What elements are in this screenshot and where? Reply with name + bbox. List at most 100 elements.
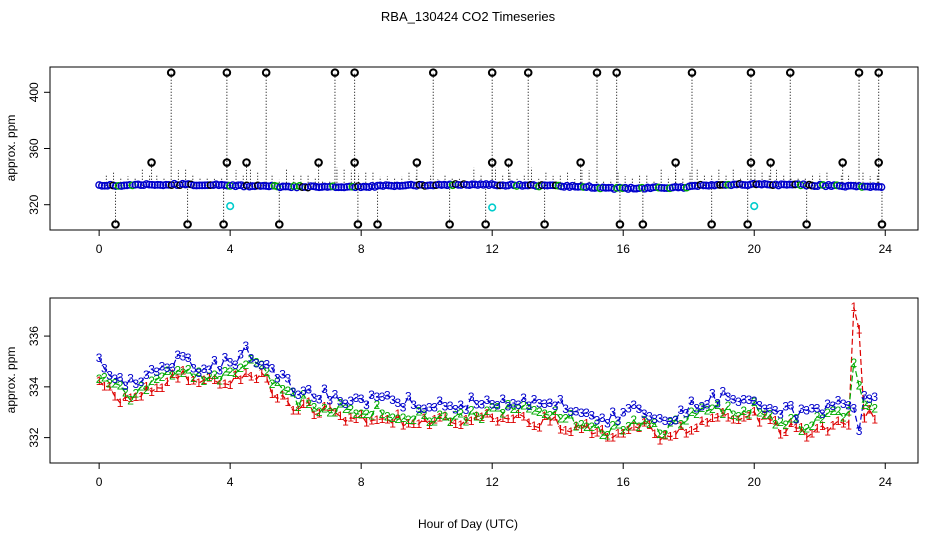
mid-outlier-point [746, 158, 756, 167]
panel-top-frame [49, 66, 919, 231]
series-3-label: 3 [117, 370, 124, 384]
series-2-label: 2 [636, 420, 643, 434]
baseline-point [123, 181, 131, 190]
series-1-label: 1 [457, 418, 464, 432]
high-outlier-point [785, 68, 795, 77]
series-1-label: 1 [866, 402, 873, 416]
series-1-label: 1 [536, 421, 543, 435]
series-3-label: 3 [803, 403, 810, 417]
low-outlier-point [877, 220, 887, 229]
series-3-label: 3 [567, 405, 574, 419]
series-3-label: 3 [840, 397, 847, 411]
series-2-label: 2 [148, 374, 155, 388]
series-2-label: 2 [195, 365, 202, 379]
mid-outlier-point [487, 158, 497, 167]
series-1-label: 1 [725, 410, 732, 424]
baseline-point [741, 181, 749, 189]
series-3-label: 3 [740, 392, 747, 406]
series-3-label: 3 [363, 398, 370, 412]
series-1-label: 1 [153, 381, 160, 395]
series-3-label: 3 [379, 390, 386, 404]
series-1-label: 1 [510, 412, 517, 426]
mid-outlier-point [874, 158, 883, 167]
series-2-label: 2 [185, 362, 192, 376]
series-2-label: 2 [353, 407, 360, 421]
series-3-label: 3 [735, 395, 742, 409]
x-tick-label: 24 [879, 475, 893, 489]
mid-outlier-point [350, 158, 359, 167]
series-2-label: 2 [719, 407, 726, 421]
baseline-point [766, 180, 775, 189]
series-1-label: 1 [358, 408, 365, 422]
series-3-label: 3 [756, 399, 763, 413]
series-1-label: 1 [395, 407, 402, 421]
series-2-label: 2 [489, 400, 496, 414]
series-2-label: 2 [578, 418, 585, 432]
series-2-label: 2 [263, 365, 270, 379]
series-3-label: 3 [651, 412, 658, 426]
baseline-point [315, 183, 323, 192]
series-3-label: 3 [164, 361, 171, 375]
series-2-label: 2 [132, 386, 139, 400]
series-3-label: 3 [562, 402, 569, 416]
series-3-label: 3 [604, 417, 611, 431]
series-3-label: 3 [353, 391, 360, 405]
series-3-label: 3 [321, 382, 328, 396]
baseline-point [201, 181, 209, 190]
series-1-label: 1 [620, 427, 627, 441]
series-1-label: 1 [405, 416, 412, 430]
series-3-label: 3 [195, 366, 202, 380]
series-3-label: 3 [793, 413, 800, 427]
series-1-label: 1 [835, 414, 842, 428]
baseline-point [691, 181, 699, 190]
series-2-label: 2 [206, 370, 213, 384]
high-outlier-point [330, 68, 340, 77]
baseline-point [120, 181, 129, 190]
series-1-label: 1 [824, 425, 831, 439]
series-1-label: 1 [746, 409, 753, 423]
series-1-label: 1 [683, 426, 690, 440]
series-1-label: 1 [704, 416, 711, 430]
baseline-point [782, 180, 791, 189]
mid-outlier-point [314, 158, 323, 167]
baseline-point [348, 182, 357, 191]
series-2-label: 2 [290, 386, 297, 400]
series-1-label: 1 [531, 419, 538, 433]
x-tick-label: 12 [486, 475, 500, 489]
series-2-label: 2 [405, 413, 412, 427]
series-2-label: 2 [431, 415, 438, 429]
baseline-point [220, 181, 229, 190]
series-3-label: 3 [835, 393, 842, 407]
low-outlier-point [707, 220, 716, 229]
series-2-label: 2 [284, 384, 291, 398]
series-3-label: 3 [636, 402, 643, 416]
series-2-label: 2 [625, 419, 632, 433]
baseline-point [454, 180, 463, 189]
series-1-label: 1 [305, 395, 312, 409]
series-1-label: 1 [850, 300, 857, 314]
series-2-label: 2 [222, 365, 229, 379]
series-1-label: 1 [337, 409, 344, 423]
series-2-label: 2 [793, 411, 800, 425]
series-2-label: 2 [384, 410, 391, 424]
series-1-label: 1 [384, 412, 391, 426]
series-3-label: 3 [447, 399, 454, 413]
series-1-label: 1 [698, 414, 705, 428]
series-2-label: 2 [295, 400, 302, 414]
baseline-point [685, 182, 694, 191]
series-2-label: 2 [861, 398, 868, 412]
series-2-label: 2 [588, 420, 595, 434]
series-3-label: 3 [138, 375, 145, 389]
baseline-point [98, 181, 106, 190]
y-tick-label: 400 [27, 82, 41, 102]
high-outlier-point [487, 68, 497, 77]
baseline-point [343, 182, 351, 191]
flag-point [226, 202, 235, 211]
series-3-label: 3 [573, 405, 580, 419]
series-3-label: 3 [290, 385, 297, 399]
baseline-point [384, 181, 393, 190]
series-3-label: 3 [326, 393, 333, 407]
series-3-label: 3 [798, 402, 805, 416]
series-1-label: 1 [709, 411, 716, 425]
series-1-label: 1 [615, 427, 622, 441]
